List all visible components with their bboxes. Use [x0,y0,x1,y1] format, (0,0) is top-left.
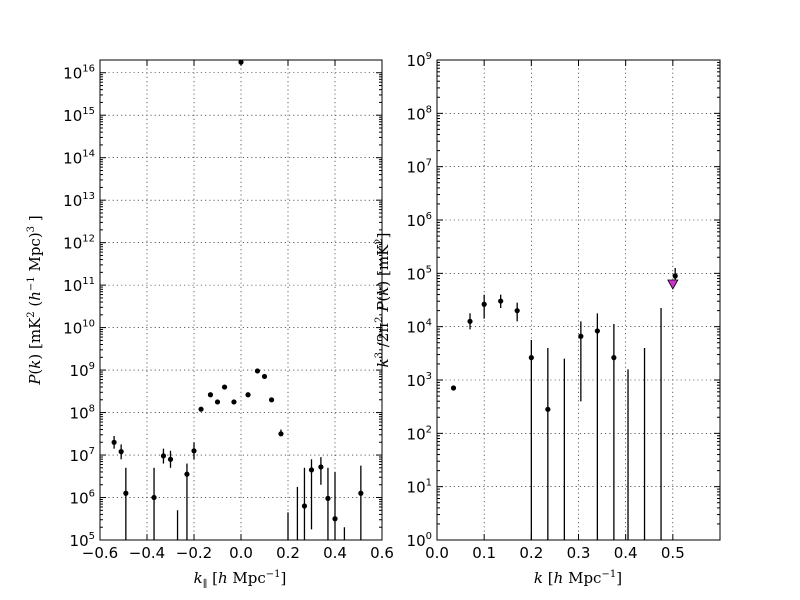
right-y-tick-label: 102 [407,424,432,443]
right-x-tick-label: 0.4 [614,544,638,562]
left-y-tick-label: 1016 [63,64,95,83]
left-data-point [332,516,338,522]
left-data-point [254,368,261,374]
right-data-point [498,298,504,304]
left-data-point [325,495,331,501]
left-x-tick-label: 0.6 [370,544,394,562]
left-data-point [207,392,214,398]
left-y-tick-label: 106 [70,489,95,508]
right-y-tick-label: 108 [407,104,432,123]
left-x-tick-label: 0.0 [229,544,253,562]
right-y-tick-label: 103 [407,371,432,390]
left-x-tick-label: 0.2 [276,544,300,562]
left-data-point [301,503,308,509]
left-data-point [245,392,251,398]
right-data-point [450,385,457,391]
left-data-point [261,373,268,380]
right-data-point [672,273,678,279]
left-x-tick-label: −0.4 [129,544,165,562]
left-y-tick-label: 1013 [63,191,95,210]
left-data-point [308,467,315,473]
right-y-tick-label: 109 [407,51,432,70]
right-x-tick-label: 0.3 [567,544,591,562]
right-y-tick-label: 100 [407,531,432,550]
left-data-point [198,406,204,412]
left-panel: −0.6 −0.4 −0.2 0.0 0.2 0.4 0.6 105 106 107 108 109 1… [63,59,394,562]
left-data-point [160,453,167,459]
left-y-tick-label: 1012 [63,234,95,253]
right-x-axis-label: k [h Mpc−1] [534,569,622,587]
right-x-tick-label: 0.5 [661,544,685,562]
left-data-point [123,490,129,496]
left-data-point [238,59,244,65]
right-y-tick-label: 107 [407,158,432,177]
left-x-tick-label: −0.6 [82,544,118,562]
left-data-point [268,397,275,403]
left-data-point [214,399,221,405]
left-y-tick-label: 1011 [63,276,95,295]
left-y-axis-label: P(k) [mK2 (h−1 Mpc)3 ] [26,215,44,385]
right-data-point [578,333,584,339]
right-data-point [514,308,520,314]
left-y-tick-label: 108 [70,404,95,423]
left-data-point [118,449,124,455]
right-data-point [545,406,551,412]
left-x-tick-label: −0.2 [176,544,212,562]
left-data-point [221,384,228,390]
left-data-point [318,464,324,470]
left-data-point [184,471,190,477]
right-y-tick-label: 104 [407,318,432,337]
left-x-tick-label: 0.4 [323,544,347,562]
right-x-tick-label: 0.0 [425,544,449,562]
left-y-tick-label: 1010 [63,319,95,338]
left-data-point [358,490,364,496]
left-y-tick-label: 107 [70,446,95,465]
right-y-axis-label: k3 /2π2 P(k) [mK2] [374,232,392,367]
left-y-tick-label: 1015 [63,106,95,125]
left-data-point [167,456,174,462]
left-y-tick-label: 109 [70,361,95,380]
right-data-point [528,355,534,361]
upper-limit-marker [667,279,679,290]
right-x-tick-label: 0.2 [519,544,543,562]
right-data-point [611,355,617,361]
left-data-point [278,431,284,437]
left-data-point [111,439,117,445]
right-y-tick-label: 105 [407,264,432,283]
left-data-point [151,494,157,501]
right-data-point [481,301,487,307]
left-data-point [191,448,197,454]
right-data-point [467,318,473,324]
right-panel: 0.0 0.1 0.2 0.3 0.4 0.5 100 101 102 103 104 105 106 1… [407,51,721,562]
right-x-tick-label: 0.1 [472,544,496,562]
right-y-tick-label: 101 [407,478,432,497]
right-data-point [594,328,600,334]
right-y-tick-label: 106 [407,211,432,230]
left-y-tick-label: 1014 [63,149,95,168]
left-x-axis-label: k∥ [h Mpc−1] [194,569,287,590]
left-y-tick-label: 105 [70,531,95,550]
left-data-point [231,399,237,405]
